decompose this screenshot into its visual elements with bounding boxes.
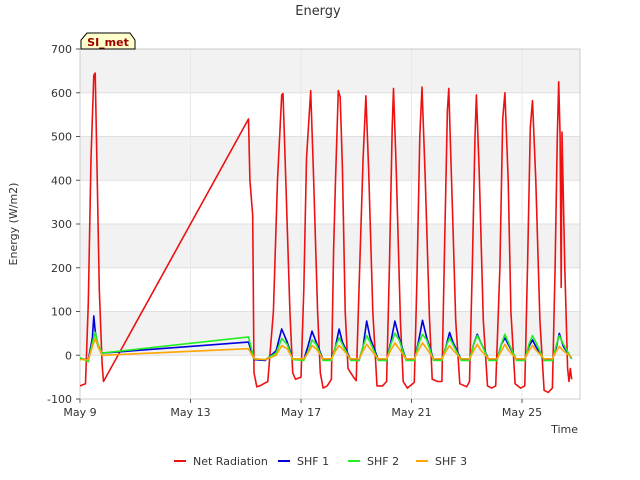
plot-band — [80, 224, 580, 268]
plot-band — [80, 49, 580, 93]
x-tick-label: May 21 — [391, 406, 431, 419]
series-lines — [79, 72, 573, 394]
x-tick-label: May 25 — [502, 406, 542, 419]
x-axis-ticks: May 9 May 13 May 17 May 21 May 25 — [63, 399, 542, 419]
series-line-net-radiation — [79, 72, 573, 394]
y-axis-label: Energy (W/m2) — [7, 183, 20, 266]
legend-label: Net Radiation — [193, 455, 268, 468]
x-tick-label: May 17 — [281, 406, 321, 419]
y-axis-ticks: -100 0 100 200 300 400 500 600 700 — [47, 43, 80, 406]
legend: Net Radiation SHF 1 SHF 2 SHF 3 — [174, 455, 467, 468]
y-tick-label: 700 — [51, 43, 72, 56]
legend-label: SHF 3 — [435, 455, 467, 468]
plot-band — [80, 136, 580, 181]
x-axis-label: Time — [550, 423, 578, 436]
y-tick-label: 500 — [51, 131, 72, 144]
y-tick-label: 100 — [51, 306, 72, 319]
legend-label: SHF 2 — [367, 455, 399, 468]
series-line-shf-2 — [79, 331, 573, 363]
y-tick-label: 300 — [51, 218, 72, 231]
y-tick-label: 0 — [65, 349, 72, 362]
plot-bands — [80, 49, 580, 356]
y-tick-label: 600 — [51, 87, 72, 100]
x-tick-label: May 9 — [63, 406, 96, 419]
site-badge-label: SI_met — [87, 36, 129, 49]
chart-title: Energy — [295, 4, 341, 19]
legend-label: SHF 1 — [297, 455, 329, 468]
y-tick-label: 400 — [51, 174, 72, 187]
y-tick-label: 200 — [51, 262, 72, 275]
series-line-shf-3 — [80, 337, 573, 361]
y-tick-label: -100 — [47, 393, 72, 406]
site-badge: SI_met — [80, 32, 136, 50]
x-tick-label: May 13 — [170, 406, 210, 419]
